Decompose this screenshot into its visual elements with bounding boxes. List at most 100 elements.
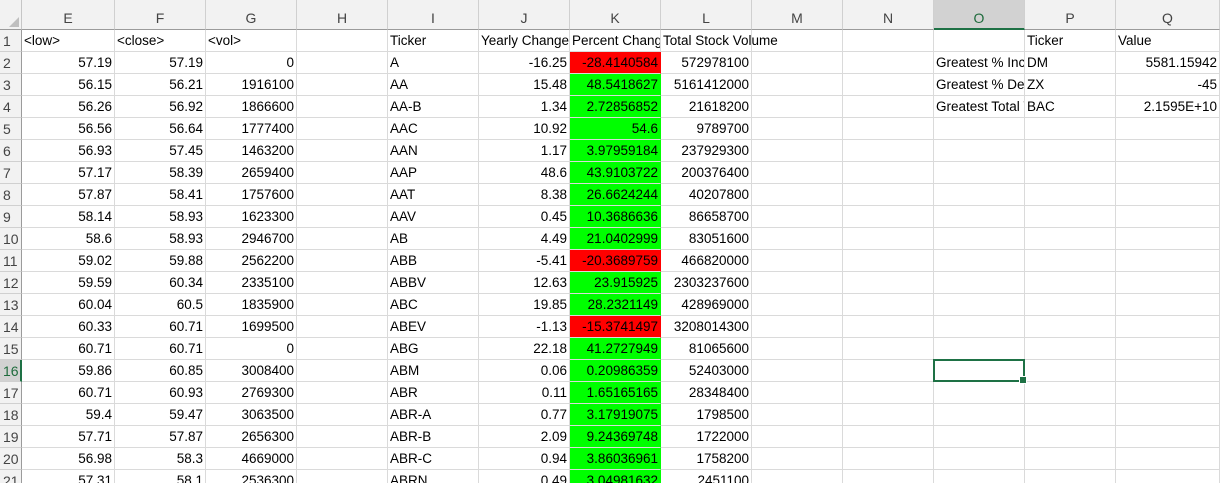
cell-l16[interactable]: 52403000 [661, 360, 752, 382]
cell-p6[interactable] [1025, 140, 1116, 162]
cell-m16[interactable] [752, 360, 843, 382]
cell-h5[interactable] [297, 118, 388, 140]
cell-j20[interactable]: 0.94 [479, 448, 570, 470]
cell-q18[interactable] [1116, 404, 1220, 426]
cell-m18[interactable] [752, 404, 843, 426]
cell-j12[interactable]: 12.63 [479, 272, 570, 294]
cell-l20[interactable]: 1758200 [661, 448, 752, 470]
cell-f14[interactable]: 60.71 [115, 316, 206, 338]
cell-e5[interactable]: 56.56 [22, 118, 115, 140]
cell-l8[interactable]: 40207800 [661, 184, 752, 206]
cell-i12[interactable]: ABBV [388, 272, 479, 294]
cell-p14[interactable] [1025, 316, 1116, 338]
cell-f12[interactable]: 60.34 [115, 272, 206, 294]
cell-l3[interactable]: 5161412000 [661, 74, 752, 96]
cell-h10[interactable] [297, 228, 388, 250]
cell-e16[interactable]: 59.86 [22, 360, 115, 382]
cell-q17[interactable] [1116, 382, 1220, 404]
cell-j3[interactable]: 15.48 [479, 74, 570, 96]
cell-k2[interactable]: -28.4140584 [570, 52, 661, 74]
cell-f13[interactable]: 60.5 [115, 294, 206, 316]
cell-l21[interactable]: 2451100 [661, 470, 752, 483]
cell-o20[interactable] [934, 448, 1025, 470]
cell-q14[interactable] [1116, 316, 1220, 338]
row-header-21[interactable]: 21 [0, 470, 22, 483]
cell-o17[interactable] [934, 382, 1025, 404]
cell-e1[interactable]: <low> [22, 30, 115, 52]
cell-n19[interactable] [843, 426, 934, 448]
cell-e14[interactable]: 60.33 [22, 316, 115, 338]
cell-p8[interactable] [1025, 184, 1116, 206]
cell-i20[interactable]: ABR-C [388, 448, 479, 470]
cell-l1[interactable]: Total Stock Volume [661, 30, 778, 52]
row-header-12[interactable]: 12 [0, 272, 22, 294]
cell-q3[interactable]: -45 [1116, 74, 1220, 96]
cell-i18[interactable]: ABR-A [388, 404, 479, 426]
cell-q10[interactable] [1116, 228, 1220, 250]
cell-p7[interactable] [1025, 162, 1116, 184]
cell-g20[interactable]: 4669000 [206, 448, 297, 470]
cell-p19[interactable] [1025, 426, 1116, 448]
cell-h17[interactable] [297, 382, 388, 404]
cell-h20[interactable] [297, 448, 388, 470]
row-header-19[interactable]: 19 [0, 426, 22, 448]
cell-h1[interactable] [297, 30, 388, 52]
column-header-n[interactable]: N [843, 0, 934, 30]
cell-h4[interactable] [297, 96, 388, 118]
cell-m13[interactable] [752, 294, 843, 316]
cell-j8[interactable]: 8.38 [479, 184, 570, 206]
column-header-m[interactable]: M [752, 0, 843, 30]
row-header-6[interactable]: 6 [0, 140, 22, 162]
cell-k9[interactable]: 10.3686636 [570, 206, 661, 228]
cell-g6[interactable]: 1463200 [206, 140, 297, 162]
cell-h2[interactable] [297, 52, 388, 74]
cell-i5[interactable]: AAC [388, 118, 479, 140]
cell-g1[interactable]: <vol> [206, 30, 297, 52]
cell-q12[interactable] [1116, 272, 1220, 294]
cell-k10[interactable]: 21.0402999 [570, 228, 661, 250]
cell-n8[interactable] [843, 184, 934, 206]
row-header-13[interactable]: 13 [0, 294, 22, 316]
cell-j5[interactable]: 10.92 [479, 118, 570, 140]
cell-j2[interactable]: -16.25 [479, 52, 570, 74]
cell-j14[interactable]: -1.13 [479, 316, 570, 338]
cell-k8[interactable]: 26.6624244 [570, 184, 661, 206]
cell-q7[interactable] [1116, 162, 1220, 184]
cell-j21[interactable]: 0.49 [479, 470, 570, 483]
column-header-h[interactable]: H [297, 0, 388, 30]
cell-g19[interactable]: 2656300 [206, 426, 297, 448]
cell-e9[interactable]: 58.14 [22, 206, 115, 228]
cell-q16[interactable] [1116, 360, 1220, 382]
cell-l17[interactable]: 28348400 [661, 382, 752, 404]
cell-q19[interactable] [1116, 426, 1220, 448]
cell-o12[interactable] [934, 272, 1025, 294]
cell-g9[interactable]: 1623300 [206, 206, 297, 228]
cell-i16[interactable]: ABM [388, 360, 479, 382]
cell-g7[interactable]: 2659400 [206, 162, 297, 184]
cell-l14[interactable]: 3208014300 [661, 316, 752, 338]
cell-o3[interactable]: Greatest % Decrease [934, 74, 1025, 96]
cell-i13[interactable]: ABC [388, 294, 479, 316]
row-header-2[interactable]: 2 [0, 52, 22, 74]
cell-f4[interactable]: 56.92 [115, 96, 206, 118]
cell-n11[interactable] [843, 250, 934, 272]
cell-q5[interactable] [1116, 118, 1220, 140]
cell-m4[interactable] [752, 96, 843, 118]
cell-e10[interactable]: 58.6 [22, 228, 115, 250]
cell-n9[interactable] [843, 206, 934, 228]
cell-n15[interactable] [843, 338, 934, 360]
cell-j9[interactable]: 0.45 [479, 206, 570, 228]
cell-i10[interactable]: AB [388, 228, 479, 250]
cell-i11[interactable]: ABB [388, 250, 479, 272]
cell-h12[interactable] [297, 272, 388, 294]
cell-m11[interactable] [752, 250, 843, 272]
cell-e17[interactable]: 60.71 [22, 382, 115, 404]
cell-e19[interactable]: 57.71 [22, 426, 115, 448]
cell-h21[interactable] [297, 470, 388, 483]
cell-g18[interactable]: 3063500 [206, 404, 297, 426]
cell-f21[interactable]: 58.1 [115, 470, 206, 483]
cell-g3[interactable]: 1916100 [206, 74, 297, 96]
cell-k7[interactable]: 43.9103722 [570, 162, 661, 184]
cell-p2[interactable]: DM [1025, 52, 1116, 74]
cell-h14[interactable] [297, 316, 388, 338]
